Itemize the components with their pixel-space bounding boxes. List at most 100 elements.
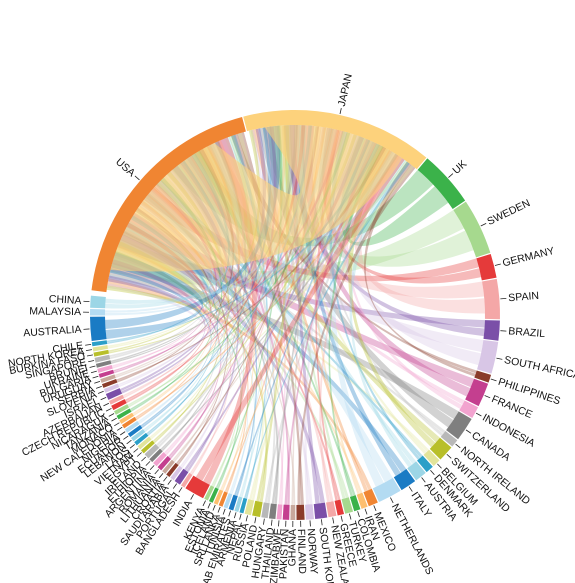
arc-austria — [407, 461, 426, 481]
tick-ukraine — [90, 370, 97, 374]
arc-norway — [305, 504, 314, 520]
arc-netherlands — [372, 477, 401, 503]
tick-nepal — [239, 513, 242, 520]
tick-italy — [408, 486, 413, 492]
label-australia: AUSTRALIA — [23, 324, 82, 340]
arc-serbia — [101, 379, 118, 388]
ribbon-monaco-usa — [116, 244, 211, 416]
arc-israel — [105, 388, 123, 400]
tick-laos — [129, 444, 135, 449]
arc-singapore — [94, 354, 111, 363]
arc-bulgaria — [98, 369, 115, 378]
ribbon-ghana-japan — [291, 125, 315, 505]
tick-lebanon — [126, 439, 132, 445]
tick-iceland — [212, 504, 216, 511]
arc-ireland — [144, 444, 160, 459]
arc-argentina — [153, 452, 167, 467]
arc-indonesia — [459, 400, 479, 418]
tick-lithuania — [158, 472, 164, 479]
arc-monaco — [119, 412, 135, 424]
arc-lithuania — [162, 459, 175, 474]
ribbon-vietnam-usa — [150, 132, 257, 440]
arc-iceland — [213, 489, 224, 505]
arc-lebanon — [130, 428, 146, 442]
label-spain: SPAIN — [508, 290, 540, 304]
label-malaysia: MALAYSIA — [29, 305, 81, 318]
tick-kenya — [202, 500, 206, 507]
tick-switzerland — [446, 453, 452, 459]
ribbon-ecuador-japan — [140, 127, 271, 427]
arc-ecuador — [127, 425, 143, 438]
tick-serbia — [95, 385, 102, 389]
arc-iran — [356, 492, 368, 509]
arc-slovenia — [103, 383, 120, 393]
arc-nepal — [239, 497, 248, 514]
tick-russia — [245, 515, 248, 522]
arc-tunisia — [223, 493, 233, 509]
tick-germany — [494, 263, 501, 266]
tick-armenia — [233, 512, 237, 519]
tick-bangladesh — [178, 487, 183, 493]
tick-south-korea — [320, 519, 323, 526]
tick-romania — [154, 469, 160, 475]
arc-malaysia — [90, 308, 106, 316]
tick-azerbaijan — [103, 402, 110, 407]
arc-new-caledonia — [121, 416, 137, 429]
tick-india — [190, 494, 194, 500]
arc-south-africa — [477, 339, 499, 374]
arc-burkina-faso — [93, 349, 109, 357]
tick-new-zealand — [332, 517, 335, 524]
ribbon-saudi-arabia-japan — [179, 129, 265, 468]
arc-japan — [243, 110, 427, 170]
arc-portugal — [174, 468, 189, 485]
ribbon-burkina-faso-japan — [108, 129, 261, 352]
tick-netherlands — [390, 497, 394, 504]
arc-germany — [476, 253, 497, 281]
tick-new-caledonia — [116, 426, 123, 431]
arc-vietnam — [137, 436, 152, 450]
arc-chile — [91, 340, 108, 347]
ribbon-burkina-faso-usa — [106, 285, 202, 354]
arc-armenia — [234, 496, 243, 512]
arc-philippines — [474, 370, 492, 383]
arc-tanzania — [116, 408, 132, 420]
arc-nigeria — [124, 420, 140, 433]
tick-burkina-faso — [86, 354, 93, 357]
arc-colombia — [349, 495, 361, 512]
arc-france — [465, 378, 489, 407]
arc-croatia — [166, 462, 179, 478]
label-sweden: SWEDEN — [485, 197, 532, 228]
ribbon-russia-japan — [249, 132, 353, 500]
tick-ecuador — [123, 435, 129, 440]
ribbon-austria-japan — [349, 156, 413, 468]
ribbon-new-zealand-japan — [319, 153, 400, 503]
label-pakistan: PAKISTAN — [277, 529, 291, 580]
arc-sri-lanka — [218, 491, 228, 507]
arc-kenya — [204, 485, 215, 501]
tick-poland — [254, 517, 257, 524]
arc-bangladesh — [180, 472, 193, 488]
arc-nicaragua — [113, 404, 130, 415]
label-brazil: BRAZIL — [508, 325, 546, 340]
arc-poland — [252, 500, 263, 518]
tick-thailand — [270, 519, 273, 526]
arc-china — [90, 295, 106, 309]
tick-canada — [465, 429, 472, 434]
ribbon-ireland-japan — [156, 125, 294, 447]
ribbon-usa-japan — [110, 125, 403, 272]
tick-nigeria — [120, 431, 126, 436]
tick-hungary — [263, 518, 265, 525]
arc-azerbaijan — [108, 394, 125, 405]
arc-brazil — [483, 320, 500, 341]
ribbon-uruguay-usa — [113, 253, 206, 378]
tick-sweden — [480, 223, 487, 227]
label-ghana: GHANA — [286, 529, 298, 566]
tick-denmark — [430, 469, 435, 476]
arc-spain — [482, 278, 500, 320]
tick-estonia — [207, 502, 211, 509]
tick-argentina — [149, 465, 155, 471]
arc-north-ireland — [440, 431, 458, 447]
arc-estonia — [208, 487, 219, 503]
arc-saudi-arabia — [170, 465, 183, 481]
arc-egypt — [141, 440, 155, 454]
